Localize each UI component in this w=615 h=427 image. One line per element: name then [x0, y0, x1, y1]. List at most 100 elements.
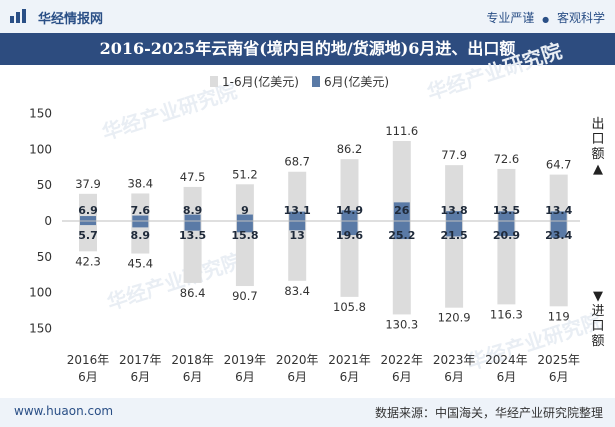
- side-label-import: 额: [591, 334, 604, 349]
- y-tick-label: 100: [29, 286, 52, 300]
- y-tick-label: 150: [29, 322, 52, 336]
- data-label-cumulative-import: 42.3: [75, 254, 101, 268]
- brand-name: 华经情报网: [38, 12, 104, 27]
- bar-month-import: [393, 221, 410, 240]
- data-label-cumulative-export: 51.2: [232, 167, 258, 181]
- x-tick-label-year: 2020年: [276, 353, 319, 367]
- bar-month-export: [132, 215, 149, 221]
- x-tick-label-year: 2016年: [67, 353, 110, 367]
- data-label-cumulative-export: 68.7: [284, 155, 310, 169]
- bar-cumulative-import: [288, 221, 307, 281]
- data-label-cumulative-import: 83.4: [284, 284, 310, 298]
- data-source: 数据来源：中国海关，华经产业研究院整理: [374, 406, 603, 420]
- bar-month-export: [289, 211, 306, 221]
- data-label-month-export: 7.6: [131, 204, 151, 217]
- bar-cumulative-export: [497, 168, 516, 221]
- bar-cumulative-export: [288, 171, 307, 221]
- x-tick-label-year: 2019年: [224, 353, 267, 367]
- data-label-cumulative-import: 120.9: [438, 311, 471, 325]
- bar-month-import: [289, 221, 306, 231]
- bar-cumulative-import: [131, 221, 150, 254]
- bar-month-import: [498, 221, 515, 236]
- x-tick-label-year: 2021年: [328, 353, 371, 367]
- legend-label-cumulative: 1-6月(亿美元): [222, 74, 299, 89]
- data-label-month-import: 5.7: [78, 229, 98, 242]
- x-tick-label-year: 2017年: [119, 353, 162, 367]
- tagline-1: 专业严谨: [486, 11, 535, 25]
- bar-month-import: [341, 221, 358, 236]
- bar-month-export: [341, 210, 358, 221]
- tagline-separator: ●: [542, 15, 550, 24]
- side-label-import: 口: [591, 319, 604, 334]
- x-tick-label-month: 6月: [549, 370, 569, 384]
- data-label-month-export: 9: [241, 204, 249, 217]
- data-label-cumulative-export: 37.9: [75, 177, 101, 191]
- bar-cumulative-import: [497, 221, 516, 305]
- data-label-month-export: 13.1: [284, 204, 311, 217]
- data-label-month-export: 6.9: [78, 204, 98, 217]
- bar-cumulative-import: [183, 221, 202, 283]
- data-label-month-export: 13.8: [441, 204, 468, 217]
- bar-cumulative-export: [340, 159, 359, 221]
- data-label-month-import: 25.2: [388, 229, 415, 242]
- y-tick-label: 50: [37, 250, 52, 264]
- bar-month-import: [184, 221, 201, 231]
- x-tick-label-year: 2023年: [433, 353, 476, 367]
- tagline-2: 客观科学: [556, 11, 605, 25]
- bar-month-import: [550, 221, 567, 238]
- y-tick-label: 0: [44, 214, 52, 228]
- side-label-export: 口: [591, 132, 604, 147]
- data-label-cumulative-export: 38.4: [127, 176, 153, 190]
- y-tick-label: 50: [37, 178, 52, 192]
- x-tick-label-month: 6月: [497, 370, 517, 384]
- data-label-cumulative-export: 77.9: [441, 148, 467, 162]
- side-label-import: 进: [591, 304, 604, 319]
- bar-month-export: [80, 216, 96, 221]
- data-label-month-import: 15.8: [231, 229, 258, 242]
- data-label-month-export: 13.5: [493, 204, 520, 217]
- bar-month-export: [393, 202, 410, 221]
- data-label-cumulative-import: 90.7: [232, 289, 258, 303]
- data-label-cumulative-export: 72.6: [494, 152, 520, 166]
- x-tick-label-month: 6月: [235, 370, 255, 384]
- legend-label-month: 6月(亿美元): [324, 74, 389, 89]
- watermark-3: 华经产业研究院: [104, 249, 245, 315]
- footer-bar: www.huaon.com 数据来源：中国海关，华经产业研究院整理: [0, 398, 615, 427]
- bar-cumulative-import: [340, 221, 359, 297]
- side-label-export: 出: [591, 117, 604, 132]
- x-tick-label-year: 2018年: [171, 353, 214, 367]
- y-tick-label: 150: [29, 106, 52, 120]
- x-tick-label-month: 6月: [340, 370, 360, 384]
- data-label-cumulative-export: 111.6: [385, 124, 418, 138]
- side-label-export: ▲: [593, 162, 603, 177]
- bar-cumulative-import: [392, 221, 411, 315]
- data-label-cumulative-import: 105.8: [333, 300, 366, 314]
- data-label-month-import: 13: [290, 229, 305, 242]
- data-label-month-export: 26: [394, 204, 410, 217]
- data-label-month-import: 23.4: [545, 229, 572, 242]
- bar-month-export: [184, 214, 201, 221]
- x-tick-label-year: 2022年: [381, 353, 424, 367]
- x-tick-label-month: 6月: [287, 370, 307, 384]
- header-bar: 华经情报网 专业严谨 ● 客观科学: [0, 0, 615, 33]
- data-label-cumulative-import: 130.3: [385, 317, 418, 331]
- website-link[interactable]: www.huaon.com: [14, 404, 114, 418]
- bar-month-import: [132, 221, 149, 228]
- logo-icon: [10, 9, 26, 23]
- bar-cumulative-export: [445, 165, 464, 221]
- data-label-month-import: 13.5: [179, 229, 206, 242]
- data-label-cumulative-import: 86.4: [180, 286, 206, 300]
- bar-month-import: [446, 221, 463, 237]
- chart-title: 2016-2025年云南省(境内目的地/货源地)6月进、出口额: [99, 39, 516, 58]
- watermark-2: 华经产业研究院: [424, 39, 565, 105]
- bar-cumulative-import: [79, 221, 97, 252]
- x-tick-label-month: 6月: [444, 370, 464, 384]
- bar-cumulative-import: [549, 221, 568, 307]
- x-tick-label-month: 6月: [183, 370, 203, 384]
- watermark-1: 华经产业研究院: [99, 79, 240, 145]
- data-label-month-import: 19.6: [336, 229, 363, 242]
- bar-month-import: [236, 221, 253, 233]
- bar-cumulative-import: [445, 221, 464, 308]
- side-label-export: 额: [591, 147, 604, 162]
